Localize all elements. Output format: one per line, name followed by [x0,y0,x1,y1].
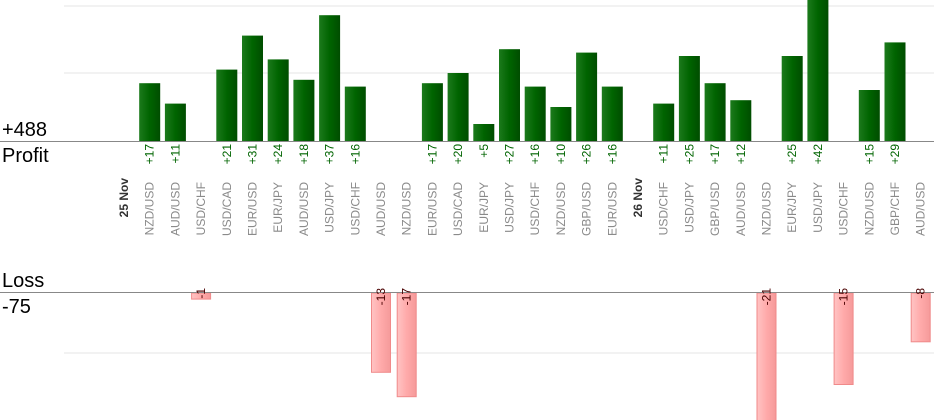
profit-bar [447,73,469,141]
value-label: +16 [528,144,542,165]
loss-bar [910,292,931,343]
value-label: +18 [297,144,311,165]
value-label: +42 [811,144,825,165]
value-label: +11 [168,144,182,164]
bars [139,0,931,420]
profit-bar [164,103,186,141]
pair-label: USD/CHF [837,182,851,235]
profit-bar [781,56,803,141]
loss-label: Loss [2,270,45,292]
pair-label: EUR/JPY [785,182,799,233]
value-label: +16 [348,144,362,165]
pair-label: GBP/USD [708,182,722,236]
value-label: -8 [914,288,928,299]
pair-label: USD/JPY [323,182,337,233]
value-label: +25 [785,144,799,165]
pair-label: EUR/USD [425,182,439,236]
date-label: 26 Nov [631,178,645,218]
value-label: +31 [246,144,260,165]
profit-bar [473,124,495,141]
profit-bar [576,52,598,141]
profit-bar [601,86,623,141]
value-label: +17 [708,144,722,165]
value-label: +12 [734,144,748,165]
value-label: +24 [271,144,285,165]
value-label: +5 [477,144,491,158]
profit-bar [884,42,906,141]
pair-label: USD/JPY [503,182,517,233]
value-label: +26 [580,144,594,165]
profit-bar [499,49,520,142]
pair-label: USD/CAD [451,182,465,236]
pair-label: AUD/USD [168,182,182,236]
profit-bar [704,83,726,141]
value-label: +16 [605,144,619,165]
pair-label: USD/JPY [682,182,696,233]
pair-label: GBP/CHF [888,182,902,235]
profit-bar [293,79,315,141]
loss-bar [396,292,417,398]
profit-bar [678,56,700,141]
loss-total: -75 [2,296,31,318]
value-label: +20 [451,144,465,165]
value-label: +10 [554,144,568,165]
value-label: +11 [657,144,671,164]
profit-bar [550,107,572,141]
value-label: -17 [400,288,414,306]
pair-label: EUR/USD [605,182,619,236]
pair-label: GBP/USD [580,182,594,236]
loss-bar [833,292,854,385]
profit-bar [216,69,238,141]
profit-bar [524,86,546,141]
pair-label: AUD/USD [297,182,311,236]
value-label: +21 [220,144,234,165]
pair-label: USD/CHF [194,182,208,235]
value-label: +17 [425,144,439,165]
pair-label: USD/CHF [528,182,542,235]
profit-label: Profit [2,145,49,167]
pair-label: EUR/USD [246,182,260,236]
profit-bar [421,83,443,141]
value-label: +25 [682,144,696,165]
profit-bar [653,103,675,141]
pair-label: NZD/USD [143,182,157,236]
profit-bar [139,83,161,141]
value-label: -21 [760,288,774,306]
pair-label: EUR/JPY [271,182,285,233]
pair-label: NZD/USD [400,182,414,236]
value-label: -15 [837,288,851,306]
value-label: +37 [323,144,337,165]
value-label: +27 [503,144,517,165]
profit-bar [344,86,366,141]
value-label: -1 [194,288,208,299]
labels: 25 Nov +17 NZD/USD +11 AUD/USD -1 USD/CHF +21 US… [117,144,928,306]
pair-label: AUD/USD [734,182,748,236]
pair-label: AUD/USD [374,182,388,236]
profit-bar [319,15,341,142]
profit-bar [267,59,289,141]
value-label: +29 [888,144,902,165]
value-label: +15 [862,144,876,165]
pair-label: NZD/USD [862,182,876,236]
pair-label: EUR/JPY [477,182,491,233]
date-label: 25 Nov [117,178,131,218]
pair-label: USD/JPY [811,182,825,233]
value-label: -13 [374,288,388,306]
axes [0,141,934,293]
profit-total: +488 [2,119,48,141]
pair-label: NZD/USD [760,182,774,236]
pair-label: USD/CHF [657,182,671,235]
profit-bar [858,90,880,141]
profit-bar [242,35,263,141]
pair-label: USD/CHF [348,182,362,235]
pair-label: USD/CAD [220,182,234,236]
pair-label: NZD/USD [554,182,568,236]
value-label: +17 [143,144,157,165]
loss-bar [756,292,777,420]
profit-bar [807,0,829,141]
profit-bar [730,100,752,141]
pair-label: AUD/USD [914,182,928,236]
